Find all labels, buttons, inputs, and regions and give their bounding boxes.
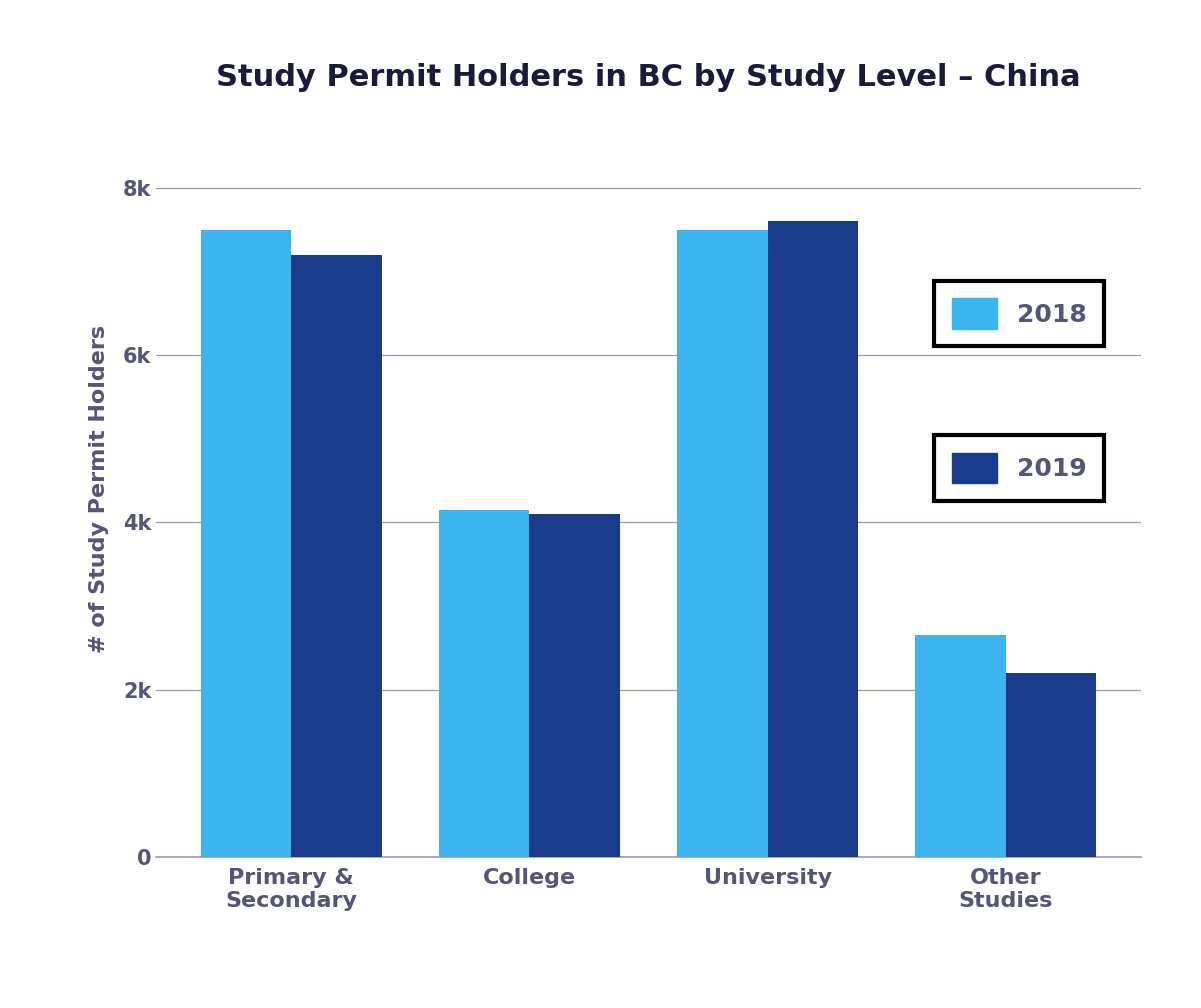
Bar xyxy=(1005,673,1097,857)
Bar xyxy=(677,230,767,857)
Bar xyxy=(201,230,292,857)
Bar xyxy=(292,255,382,857)
Y-axis label: # of Study Permit Holders: # of Study Permit Holders xyxy=(89,325,109,653)
Bar xyxy=(767,222,858,857)
Bar xyxy=(530,514,620,857)
Bar xyxy=(915,635,1005,857)
Title: Study Permit Holders in BC by Study Level – China: Study Permit Holders in BC by Study Leve… xyxy=(216,64,1081,93)
Legend: 2019: 2019 xyxy=(934,435,1104,501)
Bar xyxy=(440,510,530,857)
